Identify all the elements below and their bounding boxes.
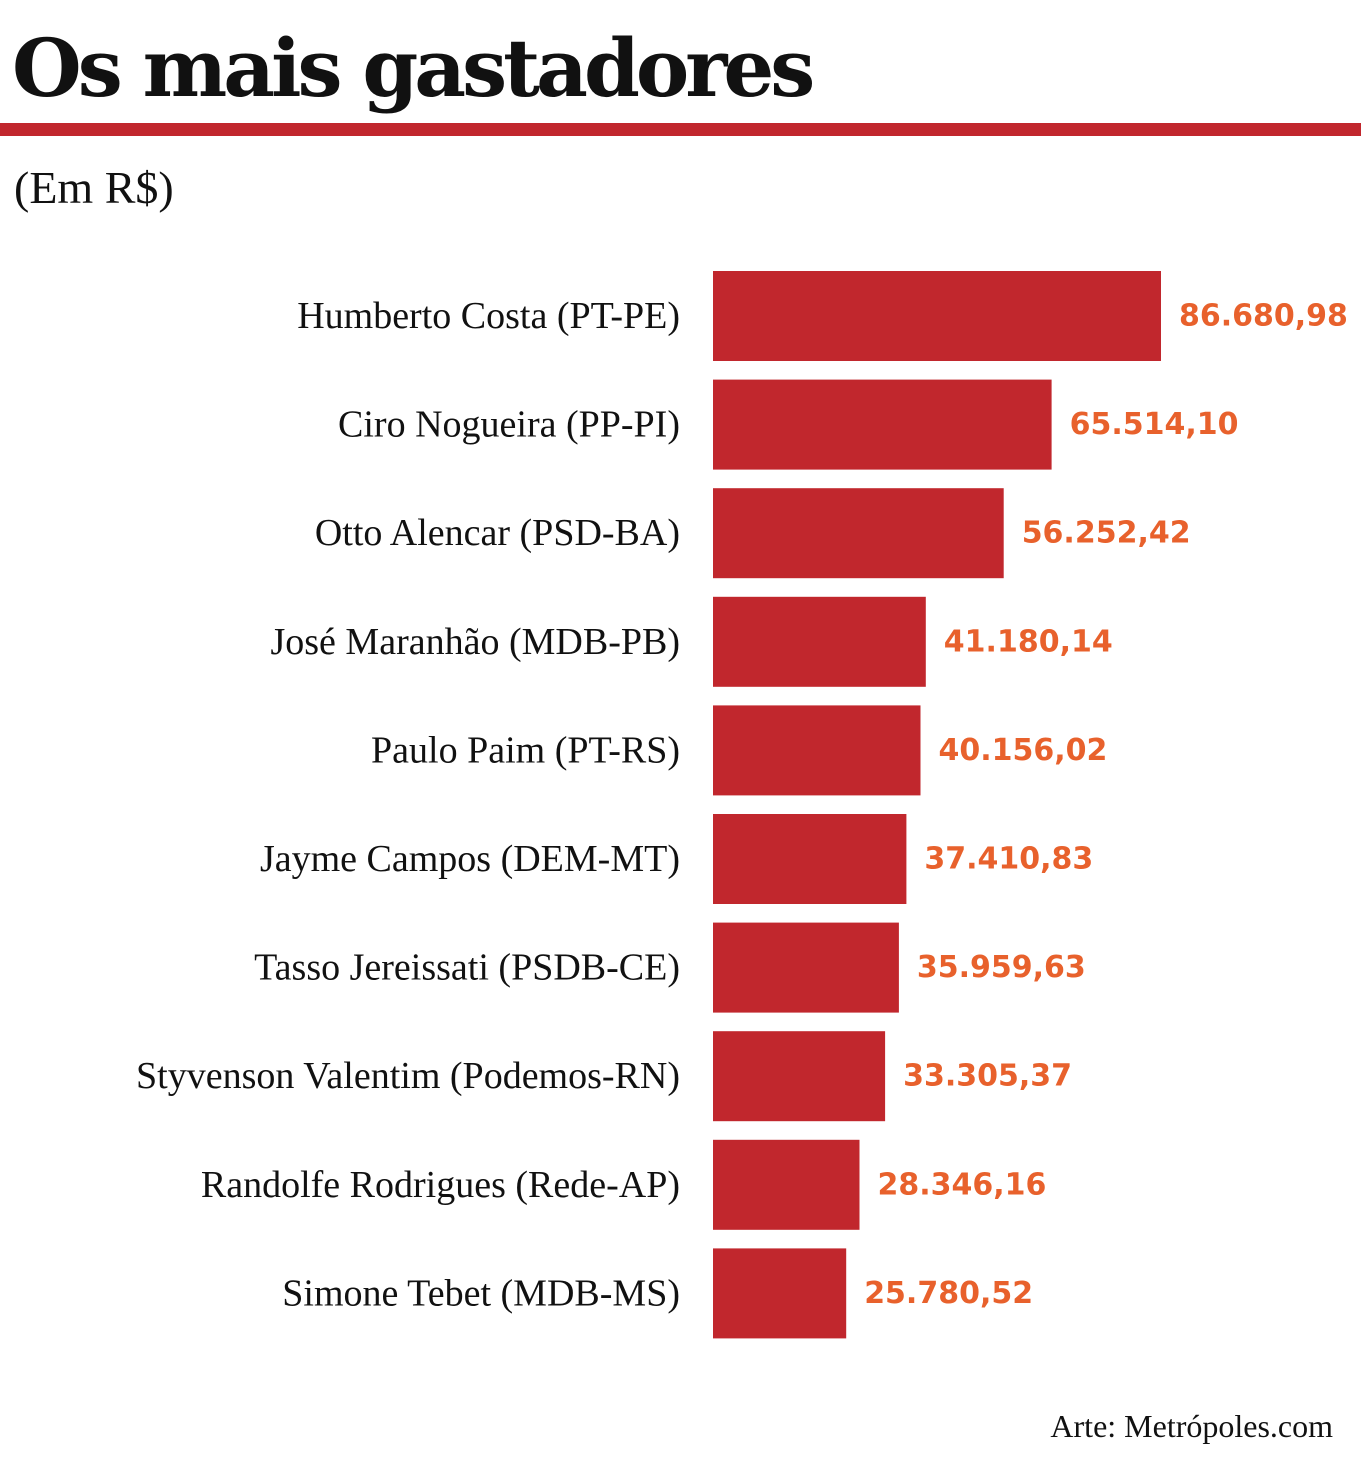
bar bbox=[713, 705, 921, 796]
category-label: Tasso Jereissati (PSDB-CE) bbox=[254, 947, 680, 989]
value-label: 33.305,37 bbox=[903, 1059, 1072, 1094]
chart-title: Os mais gastadores bbox=[12, 21, 815, 115]
category-label: Simone Tebet (MDB-MS) bbox=[282, 1272, 680, 1314]
title-divider bbox=[0, 123, 1361, 136]
category-label: Paulo Paim (PT-RS) bbox=[371, 729, 680, 771]
category-label: José Maranhão (MDB-PB) bbox=[270, 621, 680, 663]
bar bbox=[713, 1248, 847, 1339]
bar bbox=[713, 922, 899, 1013]
bar bbox=[713, 596, 926, 687]
value-label: 41.180,14 bbox=[944, 624, 1113, 659]
source-credit: Arte: Metrópoles.com bbox=[1050, 1408, 1333, 1444]
value-label: 25.780,52 bbox=[864, 1276, 1033, 1311]
value-label: 56.252,42 bbox=[1022, 516, 1191, 551]
bar bbox=[713, 1139, 860, 1230]
chart-subtitle: (Em R$) bbox=[14, 162, 174, 213]
bar bbox=[713, 488, 1004, 579]
bar bbox=[713, 379, 1052, 470]
category-label: Ciro Nogueira (PP-PI) bbox=[338, 404, 680, 446]
category-label: Randolfe Rodrigues (Rede-AP) bbox=[201, 1164, 680, 1206]
bar bbox=[713, 271, 1161, 361]
value-label: 86.680,98 bbox=[1179, 299, 1348, 334]
bar bbox=[713, 814, 907, 904]
value-label: 28.346,16 bbox=[878, 1167, 1047, 1202]
category-label: Otto Alencar (PSD-BA) bbox=[315, 512, 680, 554]
value-label: 37.410,83 bbox=[924, 842, 1093, 877]
value-label: 40.156,02 bbox=[939, 733, 1108, 768]
category-label: Jayme Campos (DEM-MT) bbox=[260, 838, 680, 880]
category-label: Humberto Costa (PT-PE) bbox=[297, 295, 680, 337]
bar-chart: Humberto Costa (PT-PE) 86.680,98 Ciro Nogu… bbox=[136, 271, 1348, 1339]
bar bbox=[713, 1031, 886, 1122]
value-label: 35.959,63 bbox=[917, 950, 1086, 985]
value-label: 65.514,10 bbox=[1070, 407, 1239, 442]
category-label: Styvenson Valentim (Podemos-RN) bbox=[136, 1055, 680, 1097]
